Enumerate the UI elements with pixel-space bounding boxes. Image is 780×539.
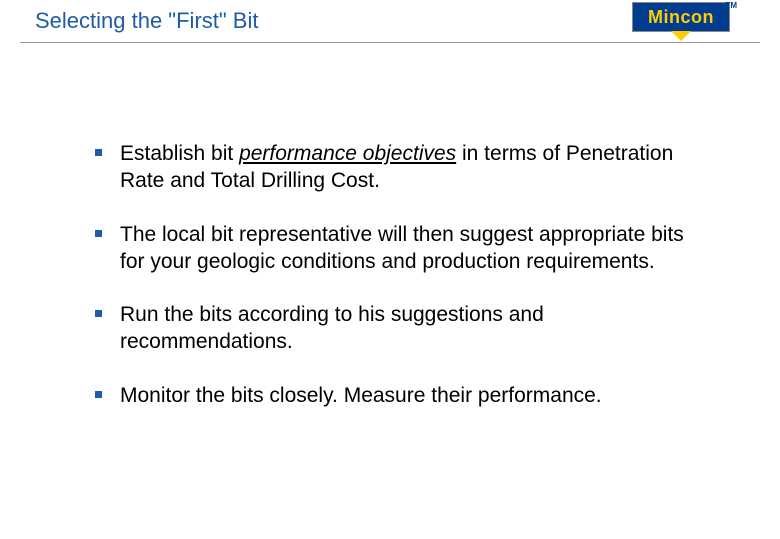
bullet-marker-icon bbox=[95, 310, 102, 317]
slide-title: Selecting the "First" Bit bbox=[35, 8, 258, 34]
bullet-text: The local bit representative will then s… bbox=[120, 221, 700, 276]
slide-content: Establish bit performance objectives in … bbox=[0, 50, 780, 409]
bullet-prefix: Monitor the bits closely. Measure their … bbox=[120, 384, 602, 407]
logo-text: Mincon bbox=[648, 7, 714, 28]
bullet-prefix: Run the bits according to his suggestion… bbox=[120, 303, 544, 353]
bullet-marker-icon bbox=[95, 149, 102, 156]
bullet-text: Monitor the bits closely. Measure their … bbox=[120, 382, 602, 409]
list-item: Establish bit performance objectives in … bbox=[95, 140, 700, 195]
logo-trademark: TM bbox=[725, 1, 737, 10]
company-logo: Mincon TM bbox=[632, 2, 730, 32]
header-divider bbox=[20, 42, 760, 43]
list-item: The local bit representative will then s… bbox=[95, 221, 700, 276]
list-item: Run the bits according to his suggestion… bbox=[95, 301, 700, 356]
bullet-text: Run the bits according to his suggestion… bbox=[120, 301, 700, 356]
list-item: Monitor the bits closely. Measure their … bbox=[95, 382, 700, 409]
bullet-marker-icon bbox=[95, 230, 102, 237]
bullet-prefix: Establish bit bbox=[120, 142, 239, 165]
bullet-prefix: The local bit representative will then s… bbox=[120, 223, 684, 273]
bullet-marker-icon bbox=[95, 391, 102, 398]
logo-arrow-icon bbox=[671, 31, 691, 41]
bullet-emphasis: performance objectives bbox=[239, 142, 456, 165]
bullet-text: Establish bit performance objectives in … bbox=[120, 140, 700, 195]
